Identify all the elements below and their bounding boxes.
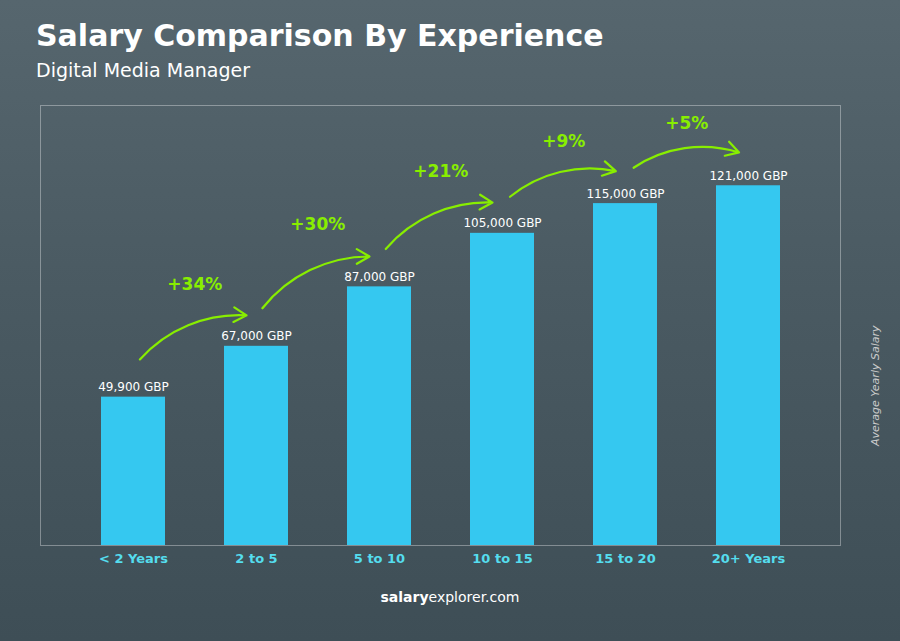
svg-text:115,000 GBP: 115,000 GBP <box>586 187 664 201</box>
svg-text:20+ Years: 20+ Years <box>712 551 786 566</box>
svg-text:10 to 15: 10 to 15 <box>472 551 532 566</box>
svg-text:+30%: +30% <box>290 214 345 234</box>
svg-text:87,000 GBP: 87,000 GBP <box>344 270 415 284</box>
svg-text:2 to 5: 2 to 5 <box>235 551 277 566</box>
svg-text:+34%: +34% <box>167 274 222 294</box>
svg-text:+5%: +5% <box>665 113 708 133</box>
html-text:Salary Comparison By Experienc: Salary Comparison By Experience <box>36 18 604 53</box>
svg-text:15 to 20: 15 to 20 <box>595 551 655 566</box>
svg-text:+9%: +9% <box>542 131 585 151</box>
svg-text:< 2 Years: < 2 Years <box>99 551 168 566</box>
svg-text:+21%: +21% <box>413 161 468 181</box>
svg-text:49,900 GBP: 49,900 GBP <box>98 380 169 394</box>
html-text:Digital Media Manager: Digital Media Manager <box>36 59 250 81</box>
svg-text:121,000 GBP: 121,000 GBP <box>709 169 787 183</box>
svg-text:67,000 GBP: 67,000 GBP <box>221 329 292 343</box>
svg-text:5 to 10: 5 to 10 <box>354 551 405 566</box>
html-text:salary explorer.com: salary explorer.com <box>380 589 520 605</box>
svg-text:105,000 GBP: 105,000 GBP <box>463 216 541 230</box>
svg-text:Average Yearly Salary: Average Yearly Salary <box>869 325 882 447</box>
